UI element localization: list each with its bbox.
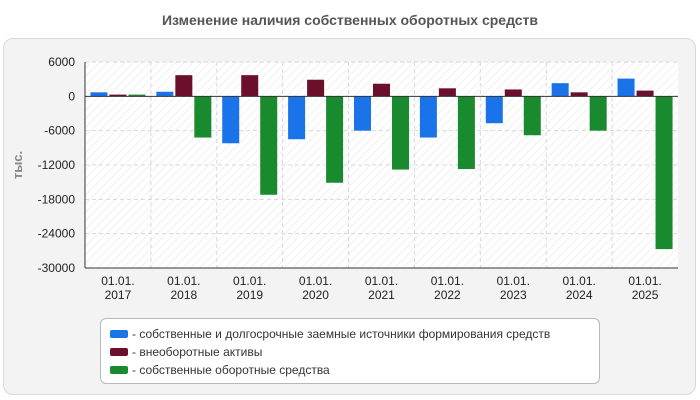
- legend-item: - собственные и долгосрочные заемные ист…: [110, 325, 599, 343]
- x-tick-label: 01.01. 2018: [167, 274, 200, 302]
- bar: [128, 94, 146, 97]
- x-tick-label: 01.01. 2019: [233, 274, 266, 302]
- legend-label: - собственные и долгосрочные заемные ист…: [132, 327, 551, 341]
- bar: [636, 90, 654, 97]
- bar: [392, 96, 409, 170]
- bar: [589, 96, 607, 131]
- legend: - собственные и долгосрочные заемные ист…: [100, 318, 600, 384]
- x-tick-label: 01.01. 2023: [497, 274, 530, 302]
- legend-label: - внеоборотные активы: [132, 345, 263, 359]
- y-tick-label: -24000: [38, 227, 76, 241]
- x-tick-label: 01.01. 2025: [628, 274, 661, 302]
- bar: [90, 92, 108, 97]
- bar: [326, 96, 344, 183]
- y-tick-label: -18000: [38, 192, 76, 206]
- y-tick-label: 0: [68, 89, 75, 103]
- x-tick-label: 01.01. 2024: [562, 274, 595, 302]
- bar: [373, 83, 390, 97]
- x-tick-label: 01.01. 2017: [101, 274, 134, 302]
- bar: [194, 96, 212, 138]
- bar: [307, 79, 325, 97]
- x-tick-label: 01.01. 2021: [365, 274, 398, 302]
- bar: [156, 91, 174, 97]
- legend-item: - собственные оборотные средства: [110, 361, 599, 379]
- bar: [570, 92, 588, 97]
- bar: [354, 96, 371, 131]
- y-tick-label: -30000: [38, 261, 76, 275]
- y-tick-label: 6000: [48, 55, 75, 69]
- bar: [109, 94, 127, 97]
- legend-item: - внеоборотные активы: [110, 343, 599, 361]
- bar: [504, 89, 522, 97]
- y-tick-label: -12000: [38, 158, 76, 172]
- y-axis-label: тыс.: [10, 151, 25, 179]
- y-tick-label: -6000: [44, 124, 75, 138]
- bar: [260, 96, 278, 195]
- bar: [241, 75, 259, 97]
- legend-swatch: [110, 366, 128, 374]
- bar: [438, 88, 456, 97]
- legend-swatch: [110, 348, 128, 356]
- legend-label: - собственные оборотные средства: [132, 363, 330, 377]
- bar: [288, 96, 306, 140]
- bar: [523, 96, 541, 136]
- bar: [419, 96, 437, 138]
- chart-title: Изменение наличия собственных оборотных …: [161, 12, 539, 28]
- bar: [617, 78, 635, 97]
- x-tick-label: 01.01. 2020: [299, 274, 332, 302]
- bar: [551, 83, 569, 97]
- x-tick-label: 01.01. 2022: [431, 274, 464, 302]
- bar: [457, 96, 475, 170]
- bar: [485, 96, 503, 124]
- bar: [175, 75, 193, 97]
- bar: [655, 96, 673, 250]
- legend-swatch: [110, 330, 128, 338]
- bar: [222, 96, 240, 144]
